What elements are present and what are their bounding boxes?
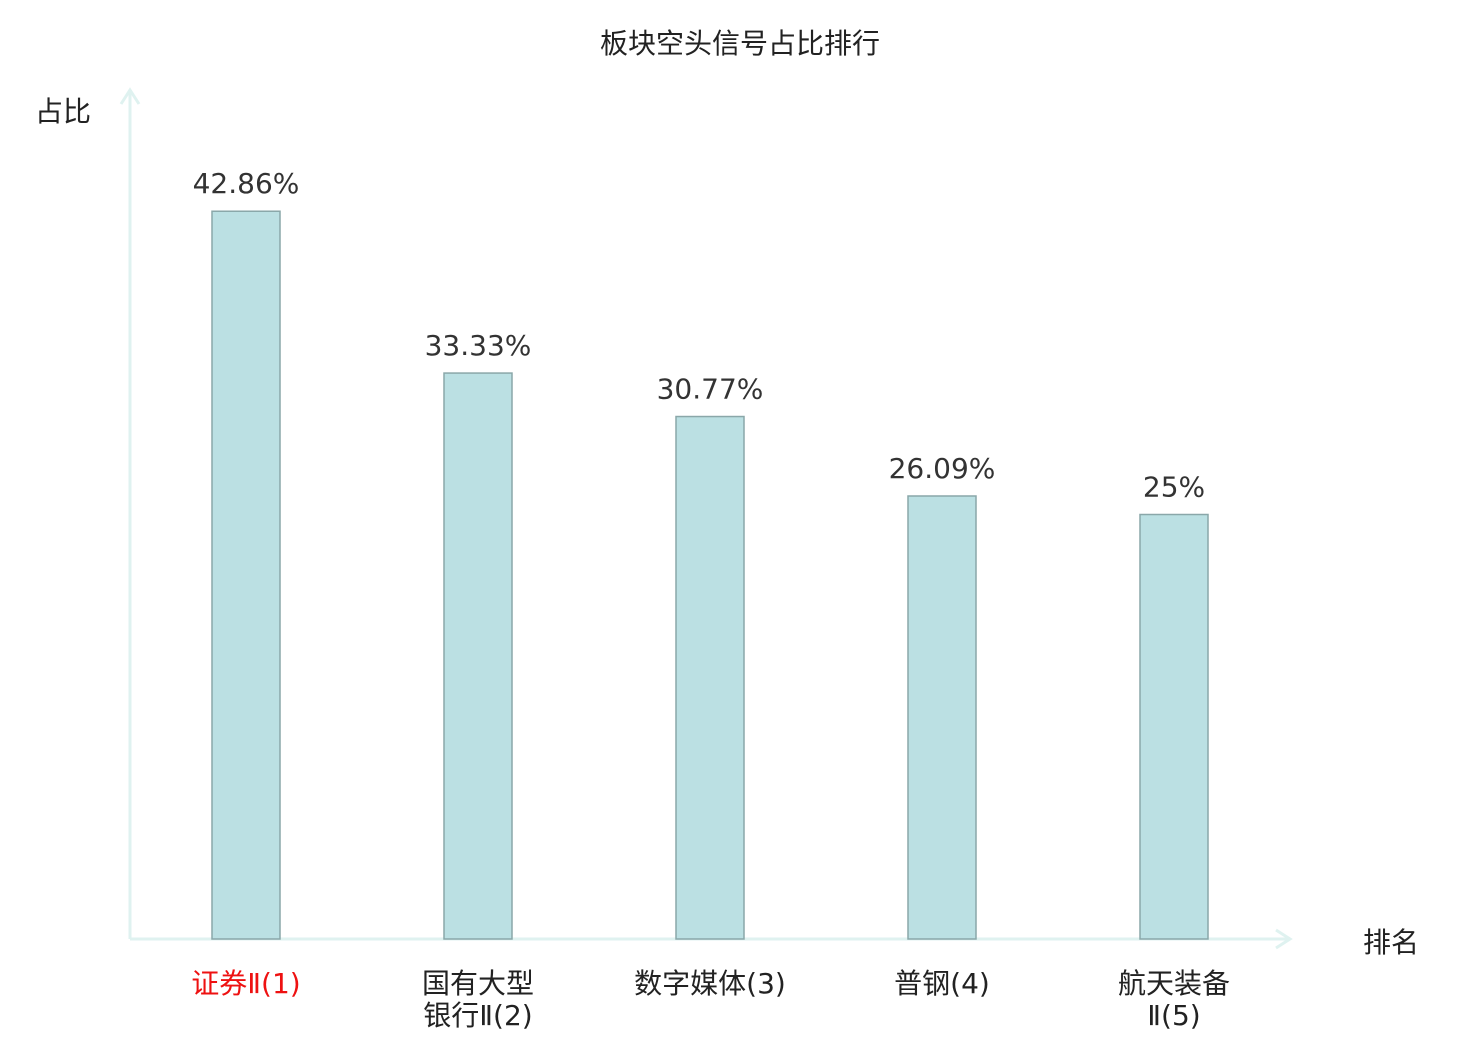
bar: [211, 210, 281, 940]
y-axis-arrow-icon: [119, 87, 141, 105]
bar: [443, 372, 513, 940]
x-tick-label: 证券Ⅱ(1): [191, 967, 300, 1000]
data-label: 30.77%: [657, 373, 764, 406]
bar: [907, 495, 977, 940]
x-axis-arrow-icon: [1275, 928, 1293, 950]
chart-title: 板块空头信号占比排行: [600, 27, 880, 60]
x-tick-label: 普钢(4): [894, 967, 990, 1000]
y-axis-label: 占比: [35, 95, 91, 128]
bar: [675, 415, 745, 940]
data-label: 42.86%: [193, 167, 300, 200]
data-label: 26.09%: [889, 452, 996, 485]
data-label: 25%: [1143, 471, 1205, 504]
data-label: 33.33%: [425, 329, 532, 362]
x-axis-label: 排名: [1363, 926, 1419, 959]
x-tick-label: 航天装备 Ⅱ(5): [1118, 967, 1230, 1032]
x-tick-label: 数字媒体(3): [634, 967, 786, 1000]
x-tick-label: 国有大型银行Ⅱ(2): [422, 967, 534, 1032]
bar: [1139, 513, 1209, 940]
